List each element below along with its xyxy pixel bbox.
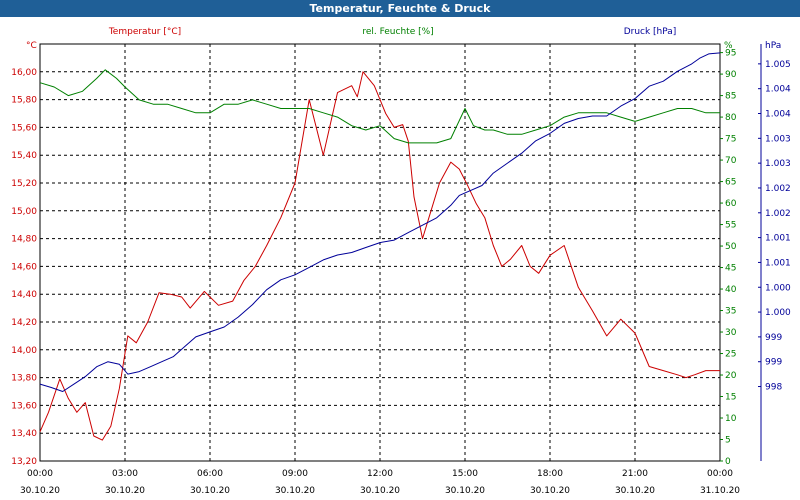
pressure-tick-label: 1.002 bbox=[765, 184, 791, 194]
right-axis-unit: hPa bbox=[765, 41, 781, 51]
humidity-tick-label: 15 bbox=[725, 393, 736, 403]
temp-tick-label: 15,20 bbox=[11, 179, 37, 189]
x-tick-time: 18:00 bbox=[537, 469, 563, 479]
temp-tick-label: 16,00 bbox=[11, 68, 37, 78]
humidity-tick-label: 95 bbox=[725, 49, 736, 59]
pressure-tick-label: 1.003 bbox=[765, 159, 791, 169]
temp-tick-label: 15,80 bbox=[11, 96, 37, 106]
temp-tick-label: 13,40 bbox=[11, 429, 37, 439]
x-tick-date: 30.10.20 bbox=[530, 486, 570, 496]
temp-tick-label: 13,60 bbox=[11, 401, 37, 411]
pressure-line bbox=[39, 52, 721, 392]
temp-tick-label: 15,00 bbox=[11, 207, 37, 217]
window-title: Temperatur, Feuchte & Druck bbox=[0, 0, 800, 17]
temp-tick-label: 14,60 bbox=[11, 262, 37, 272]
pressure-tick-label: 1.000 bbox=[765, 283, 791, 293]
pressure-axis: 1.005 1.004 1.004 1.003 1.003 1.002 1.002 1.001… bbox=[758, 60, 791, 393]
x-tick-time: 21:00 bbox=[622, 469, 648, 479]
humidity-tick-label: 25 bbox=[725, 350, 736, 360]
x-tick-time: 00:00 bbox=[27, 469, 53, 479]
pressure-tick-label: 1.001 bbox=[765, 258, 791, 268]
grid-lines bbox=[40, 44, 720, 462]
mid-axis-unit: % bbox=[724, 41, 733, 51]
pressure-tick-label: 999 bbox=[765, 358, 782, 368]
x-tick-date: 30.10.20 bbox=[445, 486, 485, 496]
x-tick-time: 12:00 bbox=[367, 469, 393, 479]
humidity-tick-label: 50 bbox=[725, 242, 737, 252]
temp-tick-label: 14,80 bbox=[11, 235, 37, 245]
temp-tick-label: 13,20 bbox=[11, 457, 37, 467]
humidity-tick-label: 40 bbox=[725, 285, 737, 295]
x-tick-date: 31.10.20 bbox=[700, 486, 740, 496]
temp-tick-label: 14,00 bbox=[11, 346, 37, 356]
x-tick-date: 30.10.20 bbox=[20, 486, 60, 496]
x-tick-time: 15:00 bbox=[452, 469, 478, 479]
left-axis-unit: °C bbox=[26, 41, 37, 51]
humidity-tick-label: 70 bbox=[725, 156, 737, 166]
temp-tick-label: 15,40 bbox=[11, 151, 37, 161]
x-tick-date: 30.10.20 bbox=[360, 486, 400, 496]
pressure-tick-label: 1.005 bbox=[765, 60, 791, 70]
plot-frame bbox=[39, 43, 721, 462]
humidity-tick-label: 5 bbox=[725, 436, 731, 446]
humidity-tick-label: 0 bbox=[725, 457, 731, 467]
legend-humidity: rel. Feuchte [%] bbox=[362, 27, 433, 37]
x-tick-time: 03:00 bbox=[112, 469, 138, 479]
legend-temperature: Temperatur [°C] bbox=[108, 27, 181, 37]
humidity-tick-label: 55 bbox=[725, 221, 736, 231]
pressure-tick-label: 1.004 bbox=[765, 85, 791, 95]
time-axis: 00:00 30.10.20 03:00 30.10.20 06:00 30.10.20 0… bbox=[20, 469, 740, 496]
x-tick-date: 30.10.20 bbox=[190, 486, 230, 496]
humidity-line bbox=[39, 69, 720, 144]
temperature-line bbox=[39, 71, 720, 441]
x-tick-time: 06:00 bbox=[197, 469, 223, 479]
temperature-axis: 16,00 15,80 15,60 15,40 15,20 15,00 14,80 14,60… bbox=[11, 68, 37, 467]
pressure-tick-label: 998 bbox=[765, 383, 782, 393]
humidity-tick-label: 90 bbox=[725, 70, 737, 80]
chart-canvas: 16,00 15,80 15,60 15,40 15,20 15,00 14,80 14,60… bbox=[11, 27, 791, 496]
humidity-tick-label: 65 bbox=[725, 178, 736, 188]
humidity-tick-label: 60 bbox=[725, 199, 737, 209]
pressure-tick-label: 1.001 bbox=[765, 234, 791, 244]
series-group bbox=[39, 52, 721, 441]
humidity-tick-label: 30 bbox=[725, 328, 737, 338]
x-tick-date: 30.10.20 bbox=[275, 486, 315, 496]
pressure-tick-label: 999 bbox=[765, 333, 782, 343]
pressure-tick-label: 1.004 bbox=[765, 110, 791, 120]
temp-tick-label: 15,60 bbox=[11, 123, 37, 133]
temp-tick-label: 14,20 bbox=[11, 318, 37, 328]
humidity-tick-label: 80 bbox=[725, 113, 737, 123]
x-tick-date: 30.10.20 bbox=[105, 486, 145, 496]
x-tick-date: 30.10.20 bbox=[615, 486, 655, 496]
x-tick-time: 09:00 bbox=[282, 469, 308, 479]
pressure-tick-label: 1.002 bbox=[765, 209, 791, 219]
temp-tick-label: 14,40 bbox=[11, 290, 37, 300]
humidity-tick-label: 45 bbox=[725, 264, 736, 274]
x-tick-time: 00:00 bbox=[707, 469, 733, 479]
pressure-tick-label: 1.003 bbox=[765, 134, 791, 144]
humidity-tick-label: 10 bbox=[725, 414, 737, 424]
humidity-tick-label: 75 bbox=[725, 135, 736, 145]
pressure-tick-label: 1.000 bbox=[765, 308, 791, 318]
humidity-tick-label: 35 bbox=[725, 307, 736, 317]
temp-tick-label: 13,80 bbox=[11, 374, 37, 384]
humidity-tick-label: 85 bbox=[725, 92, 736, 102]
humidity-tick-label: 20 bbox=[725, 371, 737, 381]
legend-pressure: Druck [hPa] bbox=[624, 27, 677, 37]
